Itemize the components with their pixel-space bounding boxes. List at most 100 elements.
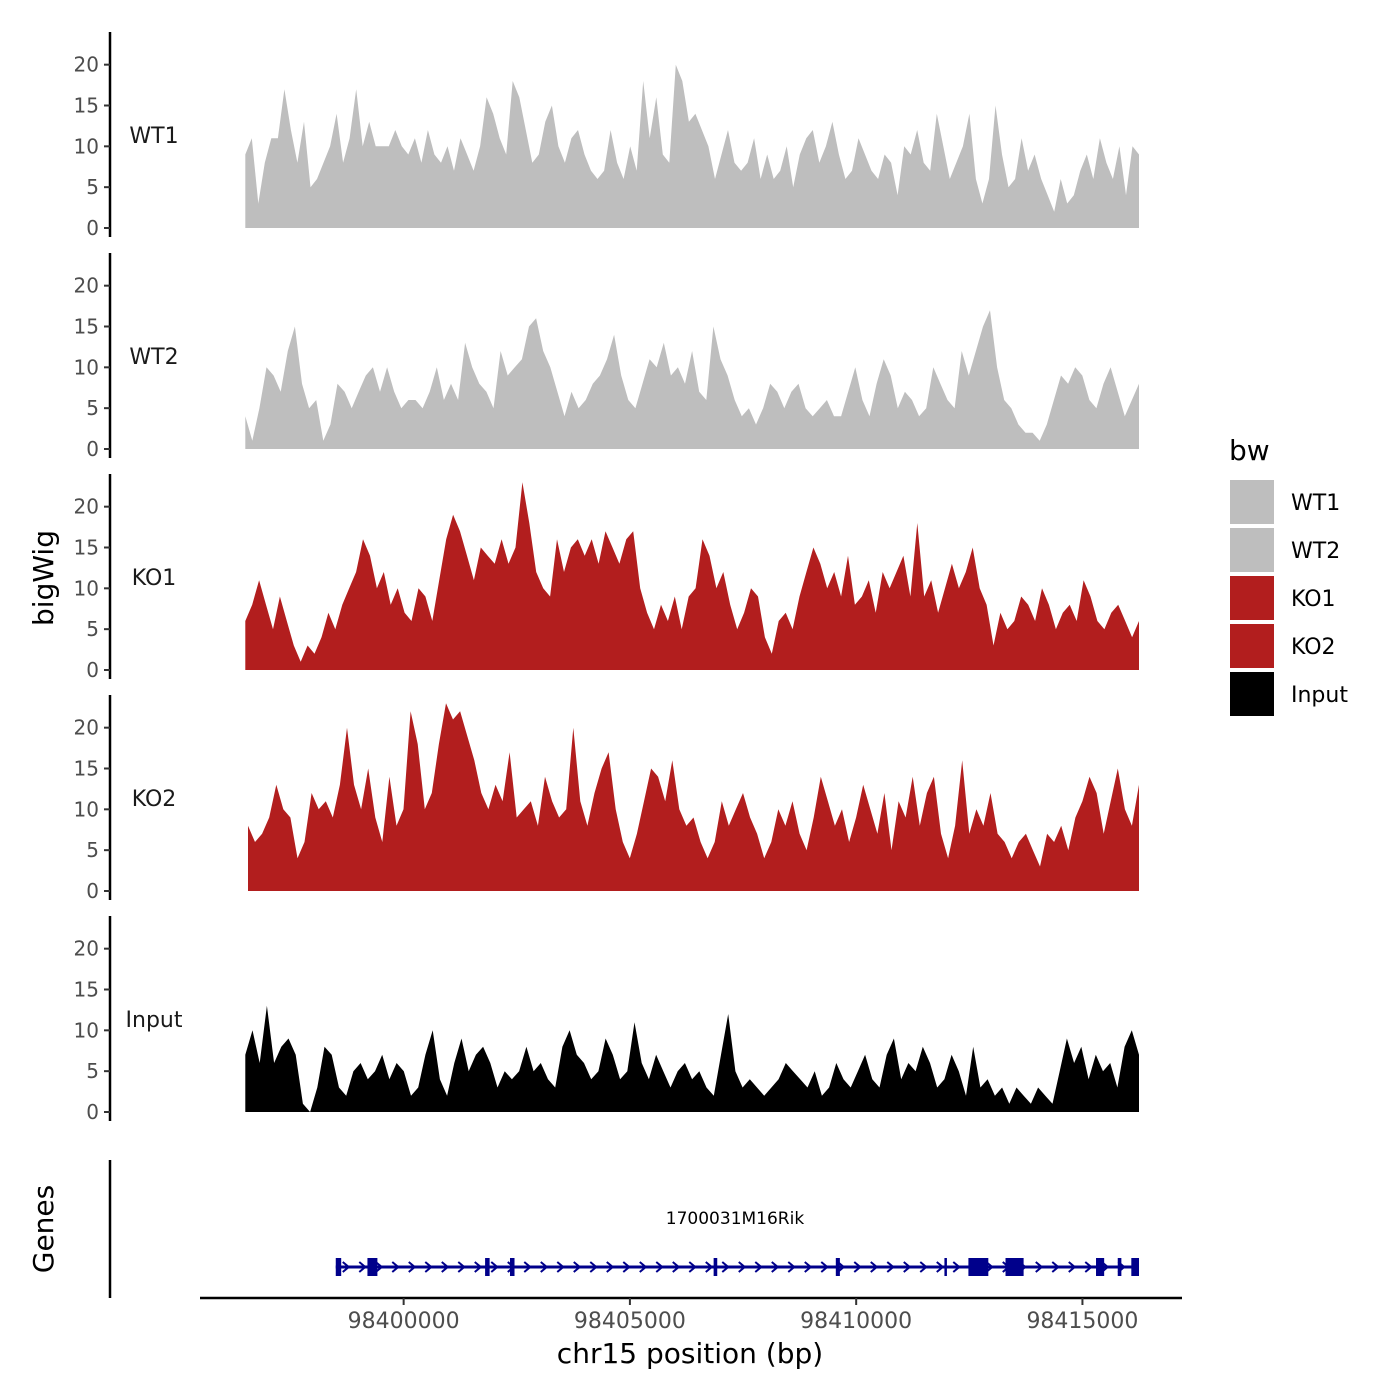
x-tick-label: 98400000 — [348, 1309, 460, 1334]
strand-arrow — [754, 1261, 763, 1273]
legend-key-input — [1230, 672, 1274, 716]
exon — [1131, 1258, 1140, 1276]
strand-arrow — [853, 1261, 862, 1273]
panel-ko1: 0 5 10 15 20 KO1 — [74, 474, 1140, 682]
strand-arrow — [441, 1261, 450, 1273]
area-wt1 — [245, 64, 1140, 228]
strand-arrow — [606, 1261, 615, 1273]
legend-key-ko2 — [1230, 624, 1274, 668]
strand-arrow — [556, 1261, 565, 1273]
series-label: WT1 — [129, 124, 178, 149]
y-tick-label: 15 — [74, 978, 99, 1002]
y-tick-label: 15 — [74, 94, 99, 118]
strand-arrow — [1084, 1261, 1093, 1273]
exon — [367, 1258, 378, 1276]
strand-arrow — [540, 1261, 549, 1273]
panel-wt2: 0 5 10 15 20 WT2 — [74, 253, 1140, 461]
y-tick-label: 10 — [74, 1018, 99, 1042]
gene-name-label: 1700031M16Rik — [666, 1209, 805, 1229]
y-tick-label: 5 — [86, 175, 99, 199]
strand-arrow — [1051, 1261, 1060, 1273]
y-tick-label: 15 — [74, 315, 99, 339]
legend-key-ko1 — [1230, 576, 1274, 620]
strand-arrow — [457, 1261, 466, 1273]
signal-panels: 0 5 10 15 20 WT1 0 5 10 15 20 WT2 0 5 10 15 20 KO1 0 5 10 15 2… — [74, 32, 1140, 1124]
strand-arrow — [804, 1261, 813, 1273]
strand-arrow — [655, 1261, 664, 1273]
strand-arrow — [391, 1261, 400, 1273]
legend-label-wt1: WT1 — [1291, 491, 1340, 516]
y-tick-label: 5 — [86, 617, 99, 641]
strand-arrow — [342, 1261, 351, 1273]
strand-arrow — [622, 1261, 631, 1273]
strand-arrow — [474, 1261, 483, 1273]
exon — [335, 1258, 342, 1276]
strand-arrow — [1068, 1261, 1077, 1273]
panel-input: 0 5 10 15 20 Input — [74, 916, 1140, 1124]
y-tick-label: 15 — [74, 757, 99, 781]
genes-track: Genes 1700031M16Rik — [27, 1160, 1140, 1298]
area-ko1 — [245, 482, 1140, 670]
strand-arrow — [886, 1261, 895, 1273]
strand-arrow — [375, 1261, 384, 1273]
area-wt2 — [245, 310, 1140, 449]
strand-arrow — [639, 1261, 648, 1273]
exon — [509, 1258, 515, 1276]
y-tick-label: 5 — [86, 1059, 99, 1083]
strand-arrow — [820, 1261, 829, 1273]
strand-arrow — [721, 1261, 730, 1273]
strand-arrow — [952, 1261, 961, 1273]
strand-arrow — [523, 1261, 532, 1273]
y-tick-label: 0 — [86, 437, 99, 461]
strand-arrow — [919, 1261, 928, 1273]
strand-arrow — [705, 1261, 714, 1273]
y-tick-label: 5 — [86, 838, 99, 862]
area-input — [245, 1005, 1140, 1112]
exon — [944, 1258, 947, 1276]
y-tick-label: 10 — [74, 355, 99, 379]
series-label: KO1 — [132, 566, 177, 591]
series-label: Input — [126, 1008, 183, 1033]
exon — [1117, 1258, 1122, 1276]
y-tick-label: 15 — [74, 536, 99, 560]
exon — [713, 1258, 718, 1276]
y-tick-label: 0 — [86, 216, 99, 240]
genes-track-label: Genes — [27, 1185, 60, 1273]
exon — [1096, 1258, 1105, 1276]
strand-arrow — [1035, 1261, 1044, 1273]
strand-arrow — [771, 1261, 780, 1273]
legend-key-wt1 — [1230, 480, 1274, 524]
exon — [968, 1258, 989, 1276]
strand-arrow — [672, 1261, 681, 1273]
exon — [835, 1258, 840, 1276]
y-tick-label: 5 — [86, 396, 99, 420]
strand-arrow — [903, 1261, 912, 1273]
x-axis: 98400000 98405000 98410000 98415000 — [200, 1296, 1182, 1334]
x-tick-label: 98415000 — [1026, 1309, 1138, 1334]
y-tick-label: 20 — [74, 937, 99, 961]
x-tick-label: 98405000 — [574, 1309, 686, 1334]
y-tick-label: 0 — [86, 658, 99, 682]
panel-wt1: 0 5 10 15 20 WT1 — [74, 32, 1140, 240]
y-tick-label: 20 — [74, 716, 99, 740]
y-tick-label: 10 — [74, 797, 99, 821]
strand-arrow — [490, 1261, 499, 1273]
y-tick-label: 0 — [86, 879, 99, 903]
x-axis-title: chr15 position (bp) — [557, 1337, 823, 1370]
legend-label-input: Input — [1291, 683, 1348, 708]
x-tick-label: 98410000 — [800, 1309, 912, 1334]
strand-arrow — [424, 1261, 433, 1273]
exon — [485, 1258, 490, 1276]
y-tick-label: 20 — [74, 274, 99, 298]
strand-arrow — [573, 1261, 582, 1273]
series-label: KO2 — [132, 787, 177, 812]
series-label: WT2 — [129, 345, 178, 370]
y-tick-label: 20 — [74, 495, 99, 519]
legend-key-wt2 — [1230, 528, 1274, 572]
y-axis-title: bigWig — [27, 530, 60, 626]
legend: bw WT1 WT2 KO1 KO2 Input — [1229, 434, 1348, 716]
strand-arrow — [936, 1261, 945, 1273]
legend-label-wt2: WT2 — [1291, 539, 1340, 564]
y-tick-label: 10 — [74, 134, 99, 158]
